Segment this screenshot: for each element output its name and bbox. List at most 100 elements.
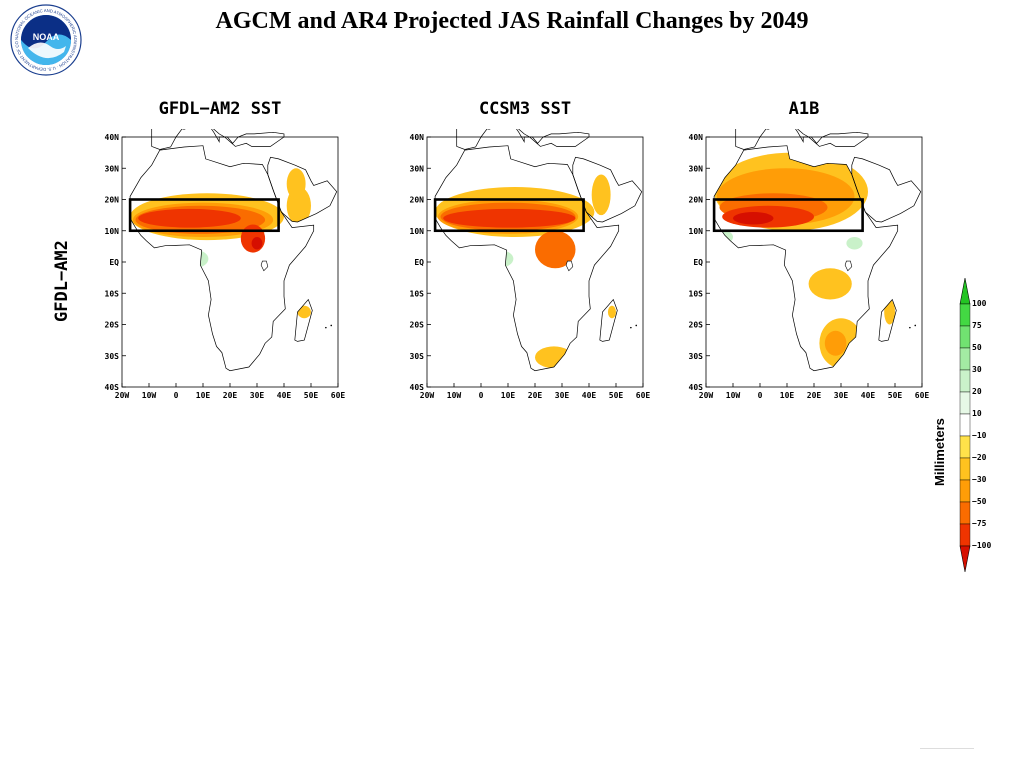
madagascar-coastline: [294, 298, 313, 342]
colorbar-tick-label: −100: [972, 541, 992, 550]
lat-tick-label: 40N: [689, 133, 704, 142]
lat-tick-label: EQ: [109, 258, 119, 267]
africa-coastline: [129, 145, 315, 372]
colorbar-label: Millimeters: [932, 418, 947, 486]
anomaly-patch: [733, 212, 774, 225]
europe-coastline: [151, 129, 285, 150]
colorbar-top-arrow: [959, 278, 971, 305]
colorbar-bottom-arrow: [959, 545, 971, 573]
map-panel-ccsm3-sst: CCSM3 SST 40N 30N 20N 10N EQ 10S 20S 30S 40S 20W 1…: [405, 95, 655, 415]
lon-tick-label: 0: [174, 391, 179, 400]
anomaly-patch: [138, 208, 241, 228]
colorbar-tick-label: −50: [972, 497, 987, 506]
row-label: GFDL−AM2: [52, 240, 72, 322]
colorbar: [959, 278, 971, 573]
lon-tick-label: 0: [758, 391, 763, 400]
madagascar-coastline: [599, 298, 618, 342]
panel-title: A1B: [788, 99, 820, 119]
colorbar-tick-label: 10: [972, 409, 982, 418]
colorbar-swatch: [959, 523, 971, 547]
island-reunion: [325, 326, 327, 329]
colorbar-swatch: [959, 479, 971, 503]
lon-tick-label: 50E: [888, 391, 903, 400]
colorbar-swatch: [959, 391, 971, 415]
anomaly-patch: [824, 330, 847, 356]
anomaly-patch: [535, 230, 576, 269]
anomaly-shading: [130, 168, 311, 319]
sahel-box: [433, 198, 585, 233]
lat-tick-label: 40S: [689, 383, 704, 392]
colorbar-tick-label: −10: [972, 431, 987, 440]
lon-tick-label: 60E: [915, 391, 930, 400]
africa-coastline: [713, 145, 899, 372]
lon-tick-label: 10W: [142, 391, 157, 400]
anomaly-patch: [808, 268, 852, 300]
lon-tick-label: 30E: [555, 391, 570, 400]
arabia-coastline: [572, 156, 643, 223]
lon-tick-label: 50E: [609, 391, 624, 400]
europe-coastline: [456, 129, 590, 150]
map-panel-gfdl-am2-sst: GFDL−AM2 SST 40N 30N 20N 10N EQ 10S 20S 30S 40S 2…: [100, 95, 350, 415]
colorbar-swatch: [959, 325, 971, 349]
island-mauritius: [914, 324, 917, 327]
lon-tick-label: 20E: [807, 391, 822, 400]
colorbar-swatch: [959, 501, 971, 525]
slide-title: AGCM and AR4 Projected JAS Rainfall Chan…: [215, 8, 809, 34]
lon-tick-label: 10W: [447, 391, 462, 400]
lat-tick-label: 20N: [105, 196, 120, 205]
colorbar-tick-label: 30: [972, 365, 982, 374]
colorbar-swatch: [959, 413, 971, 437]
anomaly-patch: [443, 208, 576, 228]
lake-victoria: [565, 260, 574, 272]
lat-tick-label: 20N: [689, 196, 704, 205]
colorbar-swatch: [959, 369, 971, 393]
lat-tick-label: EQ: [414, 258, 424, 267]
colorbar-swatch: [959, 435, 971, 459]
lat-tick-label: 20S: [689, 321, 704, 330]
lon-tick-label: 10W: [726, 391, 741, 400]
lat-tick-label: 10S: [410, 289, 425, 298]
colorbar-tick-label: 50: [972, 343, 982, 352]
panel-title: GFDL−AM2 SST: [158, 99, 282, 119]
island-mauritius: [330, 324, 333, 327]
lon-tick-label: 10E: [501, 391, 516, 400]
lake-victoria: [844, 260, 853, 272]
anomaly-patch: [846, 237, 863, 250]
lon-tick-label: 60E: [636, 391, 651, 400]
madagascar-coastline: [878, 298, 897, 342]
lon-tick-label: 20W: [115, 391, 130, 400]
arabia-coastline: [267, 156, 338, 223]
map-background: [122, 137, 338, 387]
corner-mark: [920, 742, 974, 749]
lon-tick-label: 30E: [834, 391, 849, 400]
map-panel-a1b: A1B 40N 30N 20N 10N EQ 10S 20S 30S 40S 20W 10W 0 10E…: [684, 95, 934, 415]
colorbar-tick-label: 75: [972, 321, 982, 330]
lon-tick-label: 20W: [699, 391, 714, 400]
map-background: [427, 137, 643, 387]
lat-tick-label: 10N: [105, 227, 120, 236]
anomaly-patch: [297, 305, 311, 319]
anomaly-patch: [607, 305, 616, 319]
sahel-box: [128, 198, 280, 233]
lat-tick-label: 20N: [410, 196, 425, 205]
africa-coastline: [434, 145, 620, 372]
colorbar-swatch: [959, 347, 971, 371]
colorbar-tick-label: −75: [972, 519, 987, 528]
lon-tick-label: 20E: [223, 391, 238, 400]
lon-tick-label: 10E: [196, 391, 211, 400]
lat-tick-label: 30S: [105, 352, 120, 361]
lon-tick-label: 40E: [861, 391, 876, 400]
lon-tick-label: 60E: [331, 391, 346, 400]
lon-tick-label: 20W: [420, 391, 435, 400]
lon-tick-label: 50E: [304, 391, 319, 400]
island-reunion: [630, 326, 632, 329]
lon-tick-label: 10E: [780, 391, 795, 400]
anomaly-patch: [591, 174, 611, 216]
lat-tick-label: 20S: [410, 321, 425, 330]
anomaly-patch: [251, 237, 263, 250]
island-mauritius: [635, 324, 638, 327]
lon-tick-label: 20E: [528, 391, 543, 400]
noaa-logo-icon: NOAA NATIONAL OCEANIC AND ATMOSPHERIC AD…: [10, 4, 82, 76]
